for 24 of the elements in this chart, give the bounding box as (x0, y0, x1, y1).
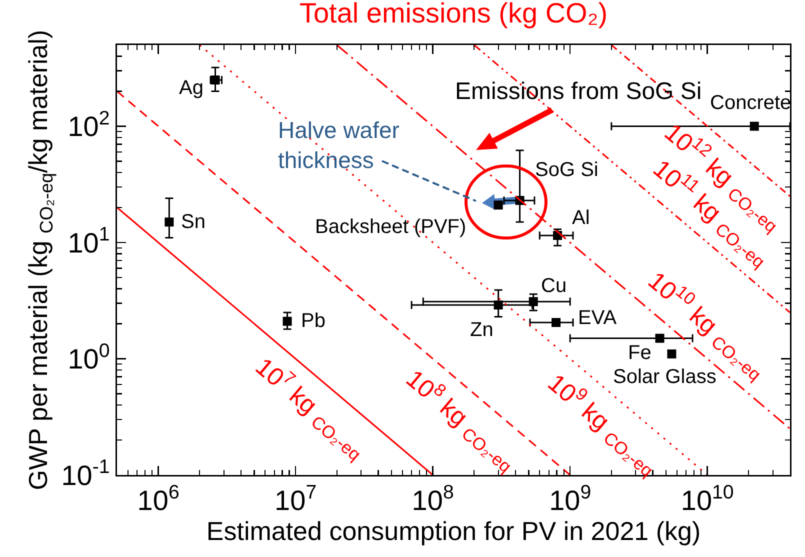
annotation: Cu (541, 275, 567, 297)
x-axis-title: Estimated consumption for PV in 2021 (kg) (206, 516, 701, 546)
annotation: Zn (470, 319, 494, 341)
x-tick-label: 10$^{8}$ (412, 481, 454, 516)
annotation: Emissions from SoG Si (455, 78, 702, 105)
chart-title: Total emissions (kg CO₂) (299, 0, 608, 28)
annotation: Pb (301, 310, 326, 332)
y-tick-label: 10$^{2}$ (68, 107, 110, 142)
x-tick-label: 10$^{7}$ (274, 481, 317, 516)
annotation: Sn (181, 211, 206, 233)
annotation: Backsheet (PVF) (315, 216, 466, 238)
x-tick-label: 10$^{9}$ (549, 481, 592, 516)
annotation: Halve wafer thickness (278, 117, 400, 173)
annotation: EVA (578, 307, 618, 329)
annotation: Al (572, 207, 590, 229)
y-tick-label: 10$^{0}$ (68, 340, 110, 375)
x-tick-label: 10$^{10}$ (680, 481, 734, 516)
annotation: SoG Si (535, 159, 598, 181)
y-tick-label: 10$^{-1}$ (61, 456, 110, 491)
annotation: Ag (179, 77, 204, 99)
y-tick-label: 10$^{1}$ (68, 224, 110, 258)
annotation: Concrete (710, 92, 792, 114)
annotation: Fe (628, 342, 652, 364)
x-tick-label: 10$^{6}$ (137, 481, 180, 516)
